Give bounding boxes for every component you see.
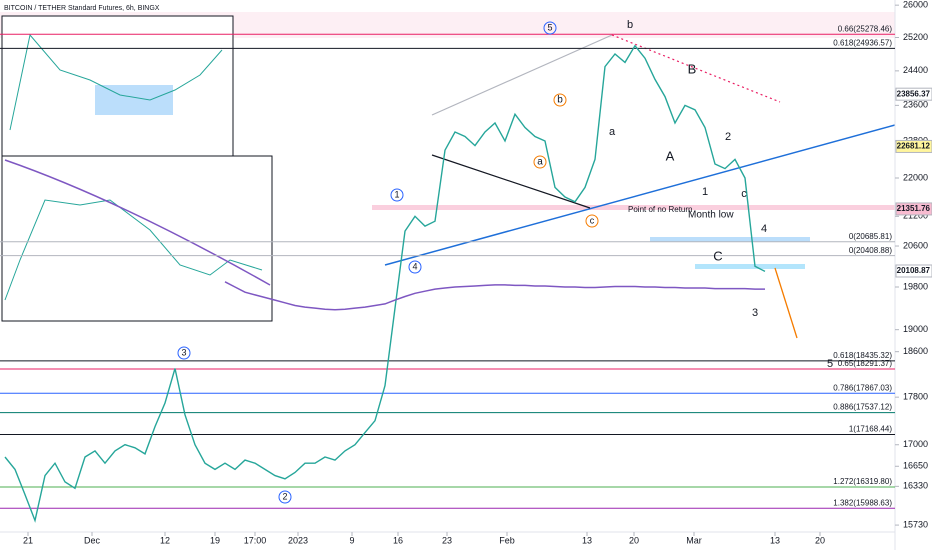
fib-label: 0.886(17537.12)	[833, 403, 892, 412]
x-tick-label: 13	[582, 535, 592, 545]
wave-circle	[553, 93, 567, 107]
annotation: b	[627, 19, 633, 31]
y-tick-label: 16650	[903, 461, 928, 471]
fib-label: 0(20685.81)	[849, 232, 892, 241]
wave-circle	[533, 155, 547, 169]
x-tick-label: 13	[770, 535, 780, 545]
y-tick-label: 19000	[903, 324, 928, 334]
x-tick-label: 21	[23, 535, 33, 545]
x-tick-label: 20	[815, 535, 825, 545]
y-tick-label: 23600	[903, 100, 928, 110]
annotation: C	[713, 248, 722, 263]
annotation: 3	[752, 307, 758, 319]
annotation: B	[688, 61, 697, 76]
y-tick-label: 19800	[903, 281, 928, 291]
annotation: 3	[181, 347, 186, 357]
fib-label: 0.65(18291.37)	[838, 359, 893, 368]
fib-label: 0.618(24936.57)	[833, 38, 892, 47]
fib-label: 0.66(25278.46)	[838, 24, 893, 33]
x-tick-label: 20	[629, 535, 639, 545]
annotation: b	[557, 95, 563, 106]
annotation: c	[741, 188, 747, 200]
y-tick-label: 26000	[903, 0, 928, 10]
x-tick-label: 19	[210, 535, 220, 545]
pink-zone	[372, 205, 895, 210]
y-tick-label: 25200	[903, 32, 928, 42]
fib-label: 0(20408.88)	[849, 246, 892, 255]
y-tick-label: 18600	[903, 346, 928, 356]
annotation: 1	[394, 189, 399, 199]
chart-title: BITCOIN / TETHER Standard Futures, 6h, B…	[4, 5, 160, 12]
fib-label: 0.618(18435.32)	[833, 351, 892, 360]
price-badge	[895, 87, 932, 101]
inset-chart	[1, 155, 273, 322]
y-tick-label: 16330	[903, 481, 928, 491]
fib-label: 0.786(17867.03)	[833, 383, 892, 392]
fib-label: 1.382(15988.63)	[833, 498, 892, 507]
trend-line	[611, 34, 781, 103]
wave-circle	[177, 346, 191, 360]
wave-circle	[543, 21, 557, 35]
y-tick-label: 22000	[903, 172, 928, 182]
wave-circle	[278, 490, 292, 504]
y-tick-label: 15730	[903, 519, 928, 529]
annotation: a	[609, 126, 616, 138]
wave-circle	[390, 188, 404, 202]
annotation: a	[537, 157, 543, 168]
price-line	[4, 44, 766, 523]
price-line	[224, 281, 765, 311]
x-tick-label: Dec	[84, 535, 101, 545]
annotation: A	[666, 148, 675, 163]
x-tick-label: 17:00	[244, 535, 267, 545]
x-tick-label: 2023	[288, 535, 308, 545]
inset-line	[4, 159, 271, 286]
annotation: c	[590, 215, 595, 225]
x-tick-label: 16	[393, 535, 403, 545]
inset-line	[4, 199, 263, 301]
annotation: 5	[827, 358, 833, 370]
annotation: 2	[725, 131, 731, 143]
blue-zone	[650, 237, 810, 242]
trend-line	[431, 154, 591, 209]
annotation: 4	[761, 223, 767, 235]
price-badge-label: 21351.76	[897, 204, 931, 213]
price-badge-label: 22681.12	[897, 142, 931, 151]
y-tick-label: 24400	[903, 65, 928, 75]
price-badge-label: 20108.87	[897, 266, 931, 275]
y-tick-label: 20600	[903, 240, 928, 250]
price-badge-label: 23856.37	[897, 89, 931, 98]
price-badge	[895, 139, 932, 153]
wave-circle	[585, 214, 599, 228]
price-badge	[895, 202, 932, 216]
y-tick-label: 21200	[903, 211, 928, 221]
annotation: 2	[282, 491, 287, 501]
y-tick-label: 17800	[903, 392, 928, 402]
x-tick-label: 23	[442, 535, 452, 545]
annotation: 5	[547, 22, 552, 32]
x-tick-label: 9	[349, 535, 354, 545]
annotation: Point of no Return	[628, 205, 692, 214]
projection	[774, 267, 798, 339]
x-tick-label: 12	[160, 535, 170, 545]
annotation: Month low	[688, 210, 734, 221]
x-tick-label: Feb	[499, 535, 515, 545]
x-tick-label: Mar	[686, 535, 702, 545]
y-tick-label: 17000	[903, 439, 928, 449]
wave-circle	[408, 260, 422, 274]
price-badge	[895, 264, 932, 278]
inset-zone	[95, 85, 173, 115]
fib-label: 1(17168.44)	[849, 425, 892, 434]
fib-label: 1.272(16319.80)	[833, 477, 892, 486]
inset-line	[9, 33, 223, 131]
annotation: 4	[412, 261, 417, 271]
blue-zone	[695, 264, 805, 269]
annotation: 1	[702, 186, 708, 198]
